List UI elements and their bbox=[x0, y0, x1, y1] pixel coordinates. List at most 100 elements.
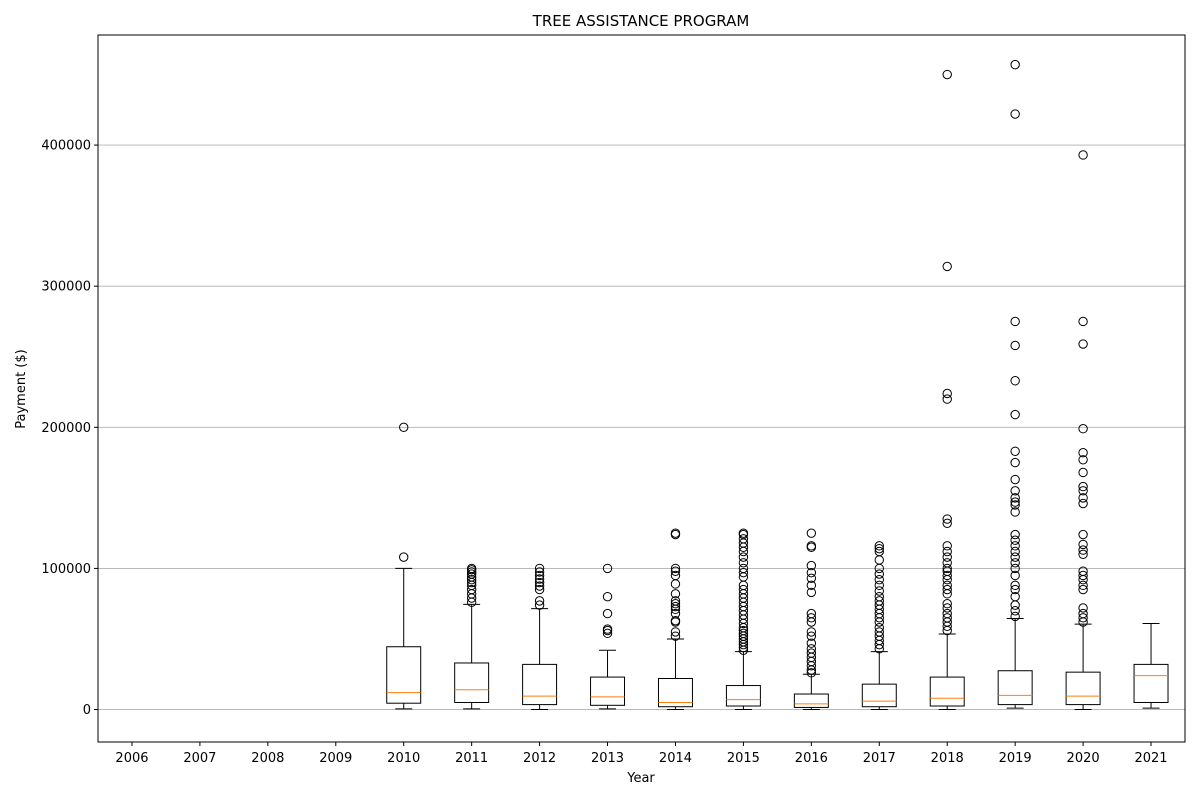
outlier-point bbox=[1078, 493, 1088, 503]
box-2017 bbox=[861, 541, 897, 711]
outlier-point bbox=[942, 613, 952, 623]
y-axis: 0 100000 200000 300000 400000 bbox=[41, 139, 98, 718]
outlier-point bbox=[466, 563, 477, 574]
outlier-point bbox=[942, 518, 952, 528]
box-2019 bbox=[997, 59, 1033, 709]
outlier-point bbox=[1010, 474, 1020, 485]
outlier-point bbox=[602, 628, 613, 639]
outlier-point bbox=[874, 591, 884, 602]
grid-lines bbox=[98, 144, 1185, 710]
outlier-point bbox=[942, 603, 952, 613]
outlier-point bbox=[1010, 500, 1020, 510]
outlier-point bbox=[806, 573, 817, 584]
chart-title: TREE ASSISTANCE PROGRAM bbox=[532, 12, 750, 30]
outlier-point bbox=[738, 534, 749, 544]
outlier-point bbox=[738, 528, 749, 538]
outlier-point bbox=[1010, 600, 1020, 610]
outlier-point bbox=[1010, 552, 1020, 562]
outlier-point bbox=[1078, 545, 1088, 555]
outlier-point bbox=[942, 546, 952, 557]
outlier-point bbox=[670, 566, 681, 576]
outlier-point bbox=[1010, 541, 1020, 551]
outlier-point bbox=[874, 622, 884, 633]
x-tick-label: 2007 bbox=[183, 751, 216, 766]
outlier-point bbox=[670, 570, 681, 581]
outlier-point bbox=[806, 580, 817, 591]
outlier-point bbox=[806, 587, 817, 598]
box-2018 bbox=[929, 69, 965, 711]
outlier-point bbox=[1010, 546, 1020, 557]
outlier-point bbox=[1078, 584, 1088, 595]
x-tick-label: 2009 bbox=[319, 751, 352, 766]
x-tick-label: 2011 bbox=[455, 751, 488, 766]
outlier-point bbox=[1010, 570, 1020, 581]
x-axis: 2006 2007 2008 2009 2010 2011 2012 2013 2014 2015… bbox=[115, 742, 1168, 766]
outlier-point bbox=[1078, 316, 1088, 327]
outlier-point bbox=[670, 579, 681, 589]
iqr-box bbox=[725, 685, 761, 707]
outlier-point bbox=[1010, 59, 1020, 70]
outlier-point bbox=[738, 628, 749, 639]
outlier-point bbox=[1010, 446, 1020, 456]
outlier-point bbox=[534, 574, 545, 584]
outlier-point bbox=[806, 648, 817, 658]
outlier-point bbox=[942, 599, 952, 609]
box-2014 bbox=[657, 528, 693, 711]
outlier-point bbox=[806, 644, 817, 654]
outlier-point bbox=[874, 627, 884, 637]
outlier-point bbox=[1010, 409, 1020, 420]
outlier-point bbox=[806, 541, 817, 551]
iqr-box bbox=[590, 676, 626, 706]
outlier-point bbox=[942, 563, 952, 574]
outlier-point bbox=[1010, 497, 1020, 507]
outlier-point bbox=[399, 422, 409, 433]
y-axis-label: Payment ($) bbox=[14, 349, 29, 428]
outlier-point bbox=[1078, 467, 1088, 478]
outlier-point bbox=[399, 552, 409, 562]
outlier-point bbox=[670, 615, 681, 626]
outlier-point bbox=[738, 567, 749, 578]
outlier-point bbox=[738, 558, 749, 568]
outlier-point bbox=[1078, 455, 1088, 465]
outlier-point bbox=[806, 560, 817, 571]
outlier-point bbox=[1010, 563, 1020, 574]
outlier-point bbox=[1078, 486, 1088, 496]
y-tick-label: 0 bbox=[83, 703, 91, 718]
box-2020 bbox=[1065, 150, 1101, 711]
box-2013 bbox=[590, 563, 626, 710]
x-tick-label: 2017 bbox=[863, 751, 896, 766]
outlier-point bbox=[1078, 498, 1088, 509]
outlier-point bbox=[738, 625, 749, 636]
iqr-box bbox=[522, 663, 558, 706]
iqr-box bbox=[657, 677, 693, 708]
outlier-point bbox=[874, 543, 884, 554]
outlier-point bbox=[806, 627, 817, 637]
outlier-point bbox=[738, 552, 749, 562]
outlier-point bbox=[670, 601, 681, 612]
y-tick-label: 200000 bbox=[41, 421, 91, 436]
outlier-point bbox=[1078, 424, 1088, 434]
outlier-point bbox=[874, 586, 884, 596]
y-tick-label: 300000 bbox=[41, 280, 91, 295]
iqr-box bbox=[386, 646, 422, 704]
outlier-point bbox=[466, 584, 477, 595]
outlier-point bbox=[1078, 580, 1088, 591]
outlier-point bbox=[1078, 549, 1088, 560]
outlier-point bbox=[874, 555, 884, 565]
outlier-point bbox=[942, 394, 952, 404]
outlier-point bbox=[534, 600, 545, 610]
outlier-point bbox=[1010, 529, 1020, 540]
iqr-box bbox=[997, 670, 1033, 706]
outlier-point bbox=[942, 541, 952, 551]
outlier-point bbox=[1010, 493, 1020, 503]
outlier-point bbox=[738, 584, 749, 595]
x-tick-label: 2016 bbox=[795, 751, 828, 766]
outlier-point bbox=[1078, 539, 1088, 550]
outlier-point bbox=[942, 584, 952, 595]
outlier-point bbox=[1078, 481, 1088, 492]
outlier-point bbox=[1010, 486, 1020, 496]
iqr-box bbox=[929, 676, 965, 707]
outlier-point bbox=[806, 567, 817, 578]
outlier-point bbox=[670, 528, 681, 538]
outlier-point bbox=[466, 567, 477, 577]
